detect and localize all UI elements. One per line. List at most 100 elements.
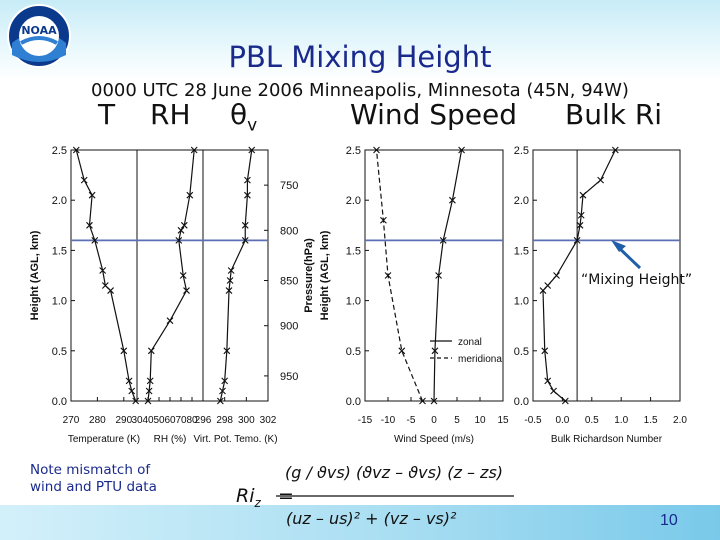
thermo-data-point xyxy=(180,221,188,229)
wind-x-axis-label: Wind Speed (m/s) xyxy=(394,434,474,445)
pressure-tick-label: 750 xyxy=(280,180,298,192)
wind-ytick-label: 0.0 xyxy=(346,396,361,408)
header-band xyxy=(0,0,720,80)
wind-xtick-label: 10 xyxy=(474,415,486,426)
wind-data-point xyxy=(380,216,387,224)
ri-xtick-label: 1.5 xyxy=(644,415,658,426)
bulk-richardson-formula: Riz = (g / ϑvs) (ϑvz – ϑvs) (z – zs) (uz… xyxy=(236,463,514,528)
thermo-xtick-label: 302 xyxy=(260,415,277,426)
thermo-xtick-label: 280 xyxy=(89,415,106,426)
wind-legend-label-zonal: zonal xyxy=(458,337,482,348)
thermo-xtick-label: 80 xyxy=(186,415,198,426)
ri-data-point xyxy=(544,377,552,385)
ri-data-point xyxy=(611,146,619,154)
wind-xtick-label: 15 xyxy=(497,415,509,426)
thermo-ytick-label: 2.5 xyxy=(52,145,67,157)
thermo-trace-T xyxy=(75,149,137,402)
ri-xtick-label: 2.0 xyxy=(673,415,687,426)
ri-ytick-label: 2.0 xyxy=(514,195,529,207)
thermo-data-point xyxy=(244,191,251,199)
thermo-xtick-label: 296 xyxy=(195,415,212,426)
thermo-data-point xyxy=(226,277,234,284)
thermo-data-point xyxy=(166,317,174,325)
thermo-data-point xyxy=(190,146,198,154)
column-header-wind: Wind Speed xyxy=(350,98,518,131)
pressure-axis-label: Pressure(hPa) xyxy=(303,238,315,313)
wind-trace-zonal xyxy=(433,149,463,402)
ri-data-point xyxy=(544,282,552,289)
thermo-ytick-label: 2.0 xyxy=(52,195,67,207)
thermo-y-axis-label: Height (AGL, km) xyxy=(29,230,41,320)
pressure-tick-label: 950 xyxy=(280,371,298,383)
thermo-data-point xyxy=(179,272,187,279)
thermo-data-point xyxy=(227,267,235,274)
ri-xtick-label: 0.0 xyxy=(555,415,569,426)
mixing-height-arrowhead xyxy=(611,240,626,252)
theta-subscript: v xyxy=(247,115,258,136)
formula-denominator: (uz – us)² + (vz – vs)² xyxy=(286,509,457,528)
wind-xtick-label: 5 xyxy=(454,415,460,426)
mismatch-note: Note mismatch of wind and PTU data xyxy=(30,462,157,495)
page-number: 10 xyxy=(660,512,678,529)
column-header-t: T xyxy=(98,98,116,131)
thermo-data-point xyxy=(147,347,155,355)
wind-ytick-label: 0.5 xyxy=(346,346,361,358)
thermo-xtick-label: 270 xyxy=(63,415,80,426)
thermo-data-point xyxy=(183,287,190,294)
wind-data-point xyxy=(458,146,465,154)
thermo-data-point xyxy=(86,221,93,229)
formula-lhs: Riz xyxy=(236,485,261,510)
ri-data-point xyxy=(550,387,557,395)
thermo-data-point xyxy=(125,377,133,385)
thermo-xtick-label: 30 xyxy=(131,415,143,426)
ri-data-point xyxy=(573,236,581,244)
ri-ytick-label: 0.0 xyxy=(514,396,529,408)
wind-data-point xyxy=(398,347,406,355)
slide-subtitle: 0000 UTC 28 June 2006 Minneapolis, Minne… xyxy=(91,80,629,101)
wind-legend-label-meridional: meridional xyxy=(458,354,504,365)
thermo-data-point xyxy=(241,236,249,244)
wind-data-point xyxy=(430,397,438,405)
thermo-x-axis-label: Temperature (K) xyxy=(68,434,140,445)
wind-trace-meridional xyxy=(375,149,424,402)
thermo-data-point xyxy=(80,176,88,184)
noaa-logo: NOAA xyxy=(7,4,71,68)
thermo-xtick-label: 290 xyxy=(115,415,132,426)
ri-data-point xyxy=(541,347,549,355)
pressure-tick-label: 800 xyxy=(280,225,298,237)
thermo-x-axis-label: Virt. Pot. Temo. (K) xyxy=(193,434,277,445)
wind-y-axis-label: Height (AGL, km) xyxy=(319,230,331,320)
thermo-data-point xyxy=(219,387,226,395)
thermo-x-axis-label: RH (%) xyxy=(154,434,187,445)
thermo-data-point xyxy=(72,146,80,154)
ri-xtick-label: -0.5 xyxy=(524,415,542,426)
wind-data-point xyxy=(435,272,442,279)
wind-data-point xyxy=(384,272,392,279)
thermo-data-point xyxy=(244,176,251,184)
thermo-data-point xyxy=(99,267,107,274)
formula-numerator: (g / ϑvs) (ϑvz – ϑvs) (z – zs) xyxy=(285,463,503,482)
ri-x-axis-label: Bulk Richardson Number xyxy=(551,434,663,445)
thermo-data-point xyxy=(132,397,140,405)
slide-title: PBL Mixing Height xyxy=(228,40,492,74)
wind-xtick-label: 0 xyxy=(431,415,437,426)
thermo-ytick-label: 0.5 xyxy=(52,346,67,358)
wind-ytick-label: 2.0 xyxy=(346,195,361,207)
thermo-ytick-label: 0.0 xyxy=(52,396,67,408)
wind-ytick-label: 1.5 xyxy=(346,245,361,257)
ri-plot-frame xyxy=(532,149,681,402)
ri-data-point xyxy=(579,191,587,199)
wind-data-point xyxy=(439,236,447,244)
column-header-bulk: Bulk Ri xyxy=(565,98,663,131)
wind-data-point xyxy=(449,196,456,204)
thermo-xtick-label: 70 xyxy=(175,415,187,426)
thermo-trace-RH xyxy=(147,149,195,402)
thermo-data-point xyxy=(88,191,96,199)
thermo-ytick-label: 1.0 xyxy=(52,296,67,308)
wind-data-point xyxy=(419,397,426,405)
thermo-data-point xyxy=(241,221,249,229)
thermo-data-point xyxy=(175,236,183,244)
thermo-data-point xyxy=(91,236,99,244)
column-header-theta: θv xyxy=(230,98,257,136)
thermo-xtick-label: 40 xyxy=(142,415,154,426)
